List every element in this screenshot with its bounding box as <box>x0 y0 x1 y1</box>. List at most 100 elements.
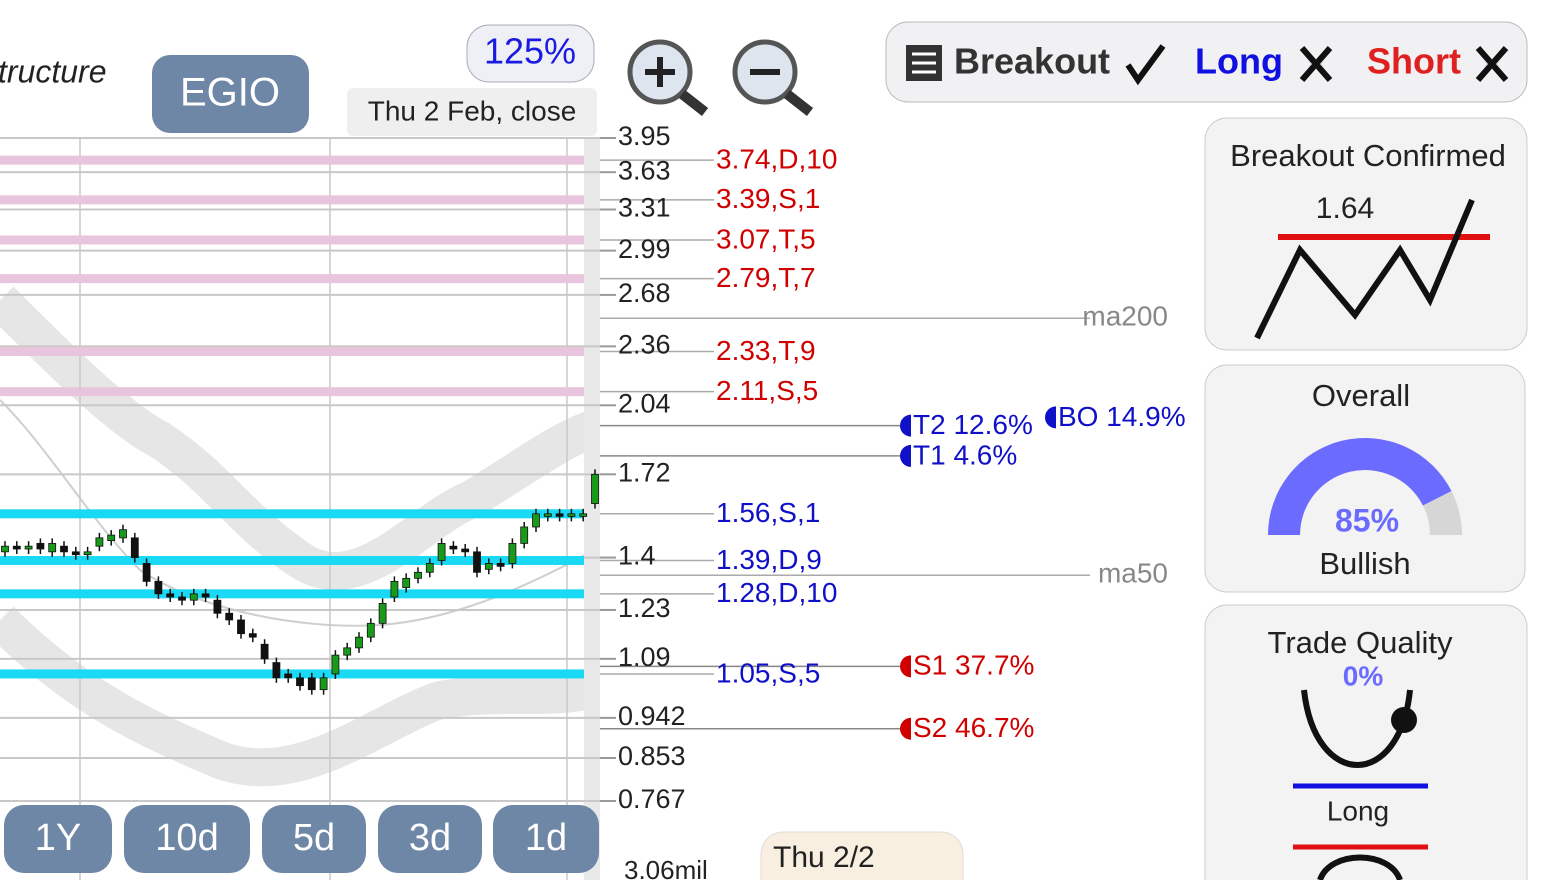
target-label: S2 46.7% <box>913 712 1034 743</box>
ma-label: ma50 <box>1098 558 1168 589</box>
panel-title: Trade Quality <box>1268 625 1453 660</box>
candle-body <box>12 545 21 550</box>
level-label: 2.11,S,5 <box>716 375 818 406</box>
level-label: 3.39,S,1 <box>716 183 820 214</box>
breakout-level: 1.64 <box>1316 192 1374 225</box>
candle-body <box>567 513 576 517</box>
candle-body <box>437 542 446 561</box>
level-label: 1.56,S,1 <box>716 497 820 528</box>
candle-body <box>60 545 68 553</box>
candle-body <box>520 526 529 544</box>
tick-label: 3.95 <box>618 121 671 151</box>
tick-label: 0.942 <box>618 701 686 731</box>
zoom-in[interactable] <box>627 39 709 116</box>
candle-body <box>107 534 116 542</box>
level-label: 1.28,D,10 <box>716 577 837 608</box>
level-band <box>0 387 584 397</box>
range-label: 1d <box>525 817 567 859</box>
candle-body <box>201 593 210 598</box>
target-marker <box>900 414 911 437</box>
x-icon <box>1299 46 1333 82</box>
level-label: 2.33,T,9 <box>716 335 816 366</box>
long-toggle[interactable]: Long <box>1195 41 1283 82</box>
candle-body <box>36 542 45 550</box>
candle-body <box>48 542 57 553</box>
tick-label: 0.767 <box>618 784 686 814</box>
candle-body <box>390 580 399 598</box>
level-band <box>0 155 584 165</box>
candle-body <box>484 563 493 570</box>
breakout-toggle[interactable]: Breakout <box>954 41 1110 82</box>
candle-body <box>579 513 588 517</box>
candle-body <box>260 643 269 660</box>
range-button[interactable] <box>493 805 599 873</box>
level-band <box>0 555 584 565</box>
range-button[interactable] <box>124 805 250 873</box>
level-label: 2.79,T,7 <box>716 262 816 293</box>
quality-value: 0% <box>1343 660 1384 691</box>
sentiment: Bullish <box>1319 546 1410 581</box>
candle-body <box>237 619 245 635</box>
candle-body <box>142 563 151 582</box>
ma-curve <box>0 399 586 627</box>
gauge-fill <box>1268 437 1452 535</box>
tick-label: 3.31 <box>618 193 671 223</box>
range-button[interactable] <box>4 805 112 873</box>
candle-body <box>449 545 458 550</box>
candle-body <box>154 580 163 595</box>
candle-body <box>95 537 104 547</box>
candle-body <box>461 548 470 553</box>
range-button[interactable] <box>378 805 482 873</box>
candle-body <box>130 537 139 558</box>
tick-label: 1.4 <box>618 541 656 571</box>
candle-body <box>378 603 387 624</box>
level-band <box>0 195 584 205</box>
tick-label: 1.72 <box>618 457 671 487</box>
candle-body <box>414 571 422 579</box>
candle-body <box>508 542 517 564</box>
candle-body <box>307 677 316 691</box>
candle-body <box>331 654 340 675</box>
range-button[interactable] <box>262 805 366 873</box>
quality-label: Long <box>1327 795 1389 826</box>
level-band <box>0 589 584 599</box>
ma-label: ma200 <box>1082 301 1168 332</box>
date-badge <box>347 88 597 136</box>
zoom-level: 125% <box>484 31 576 72</box>
level-band <box>0 274 584 284</box>
target-label: BO 14.9% <box>1058 401 1186 432</box>
level-band <box>0 347 584 357</box>
zoom-badge[interactable] <box>466 24 595 83</box>
tick-label: 2.36 <box>618 329 671 359</box>
candle-body <box>473 551 481 573</box>
tick-label: 0.853 <box>618 741 686 771</box>
level-band <box>0 235 584 245</box>
level-label: 3.74,D,10 <box>716 143 837 174</box>
tick-label: 1.23 <box>618 593 671 623</box>
candle-body <box>532 513 540 528</box>
candle-body <box>296 677 304 687</box>
candle-body <box>1 545 9 553</box>
candle-body <box>319 677 328 691</box>
candle-body <box>119 529 127 539</box>
short-toggle[interactable]: Short <box>1367 41 1461 82</box>
range-label: 5d <box>293 817 335 859</box>
target-marker <box>900 444 911 467</box>
candle-body <box>178 596 186 601</box>
symbol-badge[interactable] <box>152 55 309 133</box>
candle-body <box>83 551 92 556</box>
zoom-out[interactable] <box>732 39 814 116</box>
range-label: 3d <box>409 817 451 859</box>
target-marker <box>1045 406 1056 429</box>
candle-body <box>284 673 293 679</box>
gauge-value: 85% <box>1335 502 1399 538</box>
tick-label: 3.63 <box>618 155 671 185</box>
candle-body <box>213 599 222 614</box>
date-tooltip <box>760 831 964 880</box>
candle-body <box>425 563 434 573</box>
candle-body <box>248 633 257 638</box>
tick-label: 1.09 <box>618 642 671 672</box>
level-label: 1.05,S,5 <box>716 657 820 688</box>
candle-body <box>555 513 564 517</box>
band-ribbon <box>0 286 597 590</box>
